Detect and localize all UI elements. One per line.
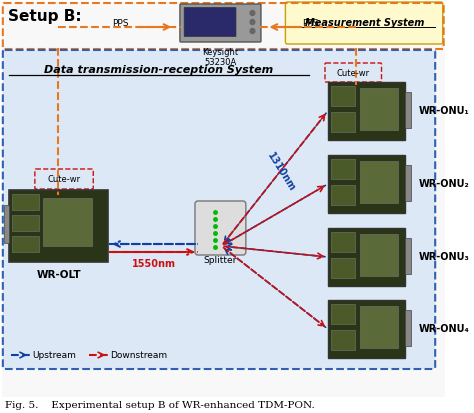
Text: Splitter: Splitter xyxy=(204,256,237,265)
FancyBboxPatch shape xyxy=(2,2,445,397)
FancyBboxPatch shape xyxy=(328,82,405,140)
Text: Measurement System: Measurement System xyxy=(305,18,424,28)
Text: Cute-wr: Cute-wr xyxy=(47,175,81,183)
Text: Keysight
53230A: Keysight 53230A xyxy=(202,48,238,67)
FancyBboxPatch shape xyxy=(405,310,410,346)
Text: WR-OLT: WR-OLT xyxy=(36,270,81,280)
FancyBboxPatch shape xyxy=(360,161,398,203)
FancyBboxPatch shape xyxy=(331,330,355,350)
FancyBboxPatch shape xyxy=(331,112,355,132)
FancyBboxPatch shape xyxy=(12,194,38,210)
FancyBboxPatch shape xyxy=(405,92,410,128)
Text: 1310nm: 1310nm xyxy=(265,151,297,193)
Circle shape xyxy=(250,19,255,24)
FancyBboxPatch shape xyxy=(3,50,435,369)
FancyBboxPatch shape xyxy=(405,165,410,201)
FancyBboxPatch shape xyxy=(360,88,398,130)
Text: WR-ONU₂: WR-ONU₂ xyxy=(418,179,469,189)
Circle shape xyxy=(250,10,255,16)
Text: Upstream: Upstream xyxy=(32,351,76,359)
FancyBboxPatch shape xyxy=(360,306,398,348)
Text: Downstream: Downstream xyxy=(110,351,167,359)
FancyBboxPatch shape xyxy=(184,7,236,36)
FancyBboxPatch shape xyxy=(331,304,355,324)
FancyBboxPatch shape xyxy=(405,238,410,274)
Text: PPS: PPS xyxy=(302,19,319,28)
FancyBboxPatch shape xyxy=(43,198,92,246)
Text: Data transmission-reception System: Data transmission-reception System xyxy=(44,65,273,75)
FancyBboxPatch shape xyxy=(328,155,405,213)
Text: PPS: PPS xyxy=(112,19,129,28)
Text: Fig. 5.    Experimental setup B of WR-enhanced TDM-PON.: Fig. 5. Experimental setup B of WR-enhan… xyxy=(5,401,314,410)
FancyBboxPatch shape xyxy=(331,159,355,179)
FancyBboxPatch shape xyxy=(360,234,398,276)
FancyBboxPatch shape xyxy=(331,232,355,252)
FancyBboxPatch shape xyxy=(4,205,9,243)
FancyBboxPatch shape xyxy=(9,190,109,262)
FancyBboxPatch shape xyxy=(285,2,443,44)
Text: WR-ONU₄: WR-ONU₄ xyxy=(418,324,469,334)
Text: WR-ONU₃: WR-ONU₃ xyxy=(418,252,469,262)
FancyBboxPatch shape xyxy=(331,86,355,106)
FancyBboxPatch shape xyxy=(328,228,405,286)
FancyBboxPatch shape xyxy=(328,300,405,358)
FancyBboxPatch shape xyxy=(331,258,355,278)
FancyBboxPatch shape xyxy=(12,215,38,231)
Text: WR-ONU₁: WR-ONU₁ xyxy=(418,106,469,116)
FancyBboxPatch shape xyxy=(331,185,355,205)
Circle shape xyxy=(250,28,255,33)
Text: Setup B:: Setup B: xyxy=(8,9,81,24)
Text: Cute-wr: Cute-wr xyxy=(337,69,370,78)
Text: 1550nm: 1550nm xyxy=(132,259,175,269)
FancyBboxPatch shape xyxy=(195,201,246,255)
FancyBboxPatch shape xyxy=(12,236,38,252)
FancyBboxPatch shape xyxy=(180,4,261,42)
